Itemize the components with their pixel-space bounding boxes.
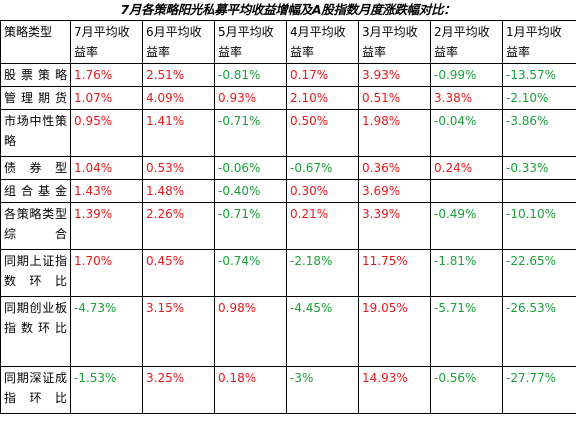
value-cell: 19.05% xyxy=(358,296,431,367)
header-apr: 4月平均收益率 xyxy=(286,20,359,64)
value-cell: -13.57% xyxy=(502,63,576,87)
value-cell: -0.71% xyxy=(214,109,287,157)
value-cell: -0.74% xyxy=(214,249,287,297)
header-may: 5月平均收益率 xyxy=(214,20,287,64)
table-row: 各策略类型综合 1.39% 2.26% -0.71% 0.21% 3.39% -0.49% -… xyxy=(0,202,576,250)
table-row: 同期深证成指环比 -1.53% 3.25% 0.18% -3% 14.93% -0.56% -… xyxy=(0,366,576,414)
value-cell: 3.15% xyxy=(142,296,215,367)
value-cell: -4.73% xyxy=(70,296,143,367)
value-cell: 3.93% xyxy=(358,63,431,87)
value-cell: -2.18% xyxy=(286,249,359,297)
value-cell: 0.93% xyxy=(214,86,287,110)
value-cell: 0.30% xyxy=(286,179,359,203)
value-cell: 11.75% xyxy=(358,249,431,297)
value-cell: 1.41% xyxy=(142,109,215,157)
row-category: 同期上证指数环比 xyxy=(0,249,71,297)
value-cell: 0.17% xyxy=(286,63,359,87)
value-cell: -0.04% xyxy=(430,109,503,157)
value-cell: -0.71% xyxy=(214,202,287,250)
value-cell: -22.65% xyxy=(502,249,576,297)
header-jul: 7月平均收益率 xyxy=(70,20,143,64)
value-cell: -10.10% xyxy=(502,202,576,250)
table-title: 7月各策略阳光私募平均收益增幅及A股指数月度涨跌幅对比： xyxy=(120,2,456,17)
row-category: 各策略类型综合 xyxy=(0,202,71,250)
value-cell: -0.67% xyxy=(286,156,359,180)
row-category: 股票策略 xyxy=(0,63,71,87)
value-cell: 1.76% xyxy=(70,63,143,87)
value-cell: 3.39% xyxy=(358,202,431,250)
header-row: 策略类型 7月平均收益率 6月平均收益率 5月平均收益率 4月平均收益率 3月平… xyxy=(0,20,576,64)
row-category: 债券型 xyxy=(0,156,71,180)
value-cell: 0.36% xyxy=(358,156,431,180)
value-cell: -0.33% xyxy=(502,156,576,180)
value-cell: 0.98% xyxy=(214,296,287,367)
value-cell: -0.40% xyxy=(214,179,287,203)
header-jun: 6月平均收益率 xyxy=(142,20,215,64)
value-cell: -0.06% xyxy=(214,156,287,180)
header-jan: 1月平均收益率 xyxy=(502,20,576,64)
value-cell: 14.93% xyxy=(358,366,431,414)
table-row: 组合基金 1.43% 1.48% -0.40% 0.30% 3.69% xyxy=(0,179,576,203)
table-row: 同期创业板指数环比 -4.73% 3.15% 0.98% -4.45% 19.05% -5.… xyxy=(0,296,576,367)
value-cell: -5.71% xyxy=(430,296,503,367)
value-cell: 2.10% xyxy=(286,86,359,110)
value-cell: 0.50% xyxy=(286,109,359,157)
value-cell: 0.18% xyxy=(214,366,287,414)
value-cell: -0.49% xyxy=(430,202,503,250)
value-cell: 0.95% xyxy=(70,109,143,157)
value-cell: -26.53% xyxy=(502,296,576,367)
value-cell: -0.56% xyxy=(430,366,503,414)
comparison-table: 策略类型 7月平均收益率 6月平均收益率 5月平均收益率 4月平均收益率 3月平… xyxy=(0,20,576,414)
value-cell: 1.43% xyxy=(70,179,143,203)
row-category: 同期深证成指环比 xyxy=(0,366,71,414)
value-cell: -3% xyxy=(286,366,359,414)
row-category: 管理期货 xyxy=(0,86,71,110)
value-cell: 1.98% xyxy=(358,109,431,157)
value-cell: 1.07% xyxy=(70,86,143,110)
row-category: 同期创业板指数环比 xyxy=(0,296,71,367)
value-cell: 0.51% xyxy=(358,86,431,110)
value-cell: -0.99% xyxy=(430,63,503,87)
table-row: 股票策略 1.76% 2.51% -0.81% 0.17% 3.93% -0.99% -13.… xyxy=(0,63,576,87)
value-cell: 0.21% xyxy=(286,202,359,250)
value-cell xyxy=(502,179,576,203)
value-cell: 2.26% xyxy=(142,202,215,250)
value-cell: -27.77% xyxy=(502,366,576,414)
value-cell: 3.38% xyxy=(430,86,503,110)
value-cell: -0.81% xyxy=(214,63,287,87)
row-category: 组合基金 xyxy=(0,179,71,203)
value-cell: 3.69% xyxy=(358,179,431,203)
table-row: 债券型 1.04% 0.53% -0.06% -0.67% 0.36% 0.24% -0.33… xyxy=(0,156,576,180)
value-cell: 1.04% xyxy=(70,156,143,180)
value-cell: 1.70% xyxy=(70,249,143,297)
table-row: 同期上证指数环比 1.70% 0.45% -0.74% -2.18% 11.75% -1.8… xyxy=(0,249,576,297)
header-feb: 2月平均收益率 xyxy=(430,20,503,64)
value-cell: 3.25% xyxy=(142,366,215,414)
value-cell: -1.81% xyxy=(430,249,503,297)
value-cell: 0.53% xyxy=(142,156,215,180)
table-row: 管理期货 1.07% 4.09% 0.93% 2.10% 0.51% 3.38% -2.10% xyxy=(0,86,576,110)
value-cell: 1.48% xyxy=(142,179,215,203)
value-cell: 2.51% xyxy=(142,63,215,87)
header-strategy-type: 策略类型 xyxy=(0,20,71,64)
value-cell: 4.09% xyxy=(142,86,215,110)
header-mar: 3月平均收益率 xyxy=(358,20,431,64)
value-cell: -1.53% xyxy=(70,366,143,414)
row-category: 市场中性策略 xyxy=(0,109,71,157)
value-cell: -2.10% xyxy=(502,86,576,110)
value-cell: 0.45% xyxy=(142,249,215,297)
value-cell: 1.39% xyxy=(70,202,143,250)
value-cell: -4.45% xyxy=(286,296,359,367)
value-cell: 0.24% xyxy=(430,156,503,180)
value-cell xyxy=(430,179,503,203)
value-cell: -3.86% xyxy=(502,109,576,157)
table-row: 市场中性策略 0.95% 1.41% -0.71% 0.50% 1.98% -0.04% -3… xyxy=(0,109,576,157)
